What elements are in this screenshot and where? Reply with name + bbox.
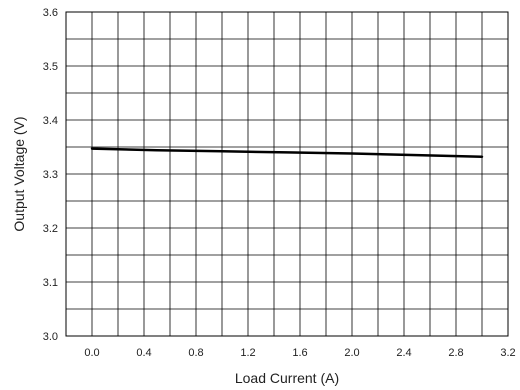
series-layer: [90, 147, 484, 158]
x-tick-label: 2.4: [396, 347, 411, 359]
tick-labels: 0.0 0.4 0.8 1.2 1.6 2.0 2.4 2.8 3.2 3.0 3.1 3.2 3.3 3…: [43, 7, 516, 359]
plot-frame: [65, 11, 509, 337]
y-tick-label: 3.5: [43, 61, 58, 73]
y-tick-label: 3.3: [43, 169, 58, 181]
series-line: [90, 147, 484, 158]
x-tick-label: 1.2: [240, 347, 255, 359]
y-tick-label: 3.6: [43, 7, 58, 19]
x-tick-label: 2.8: [448, 347, 463, 359]
x-tick-label: 0.0: [84, 347, 99, 359]
y-tick-label: 3.2: [43, 223, 58, 235]
grid: [66, 12, 508, 336]
x-tick-label: 1.6: [292, 347, 307, 359]
x-tick-label: 0.4: [136, 347, 151, 359]
x-tick-label: 0.8: [188, 347, 203, 359]
y-axis-title: Output Voltage (V): [11, 116, 27, 231]
y-tick-label: 3.4: [43, 115, 58, 127]
x-tick-label: 2.0: [344, 347, 359, 359]
y-tick-label: 3.0: [43, 331, 58, 343]
x-tick-label: 3.2: [500, 347, 515, 359]
y-tick-label: 3.1: [43, 277, 58, 289]
x-axis-title: Load Current (A): [235, 370, 339, 386]
